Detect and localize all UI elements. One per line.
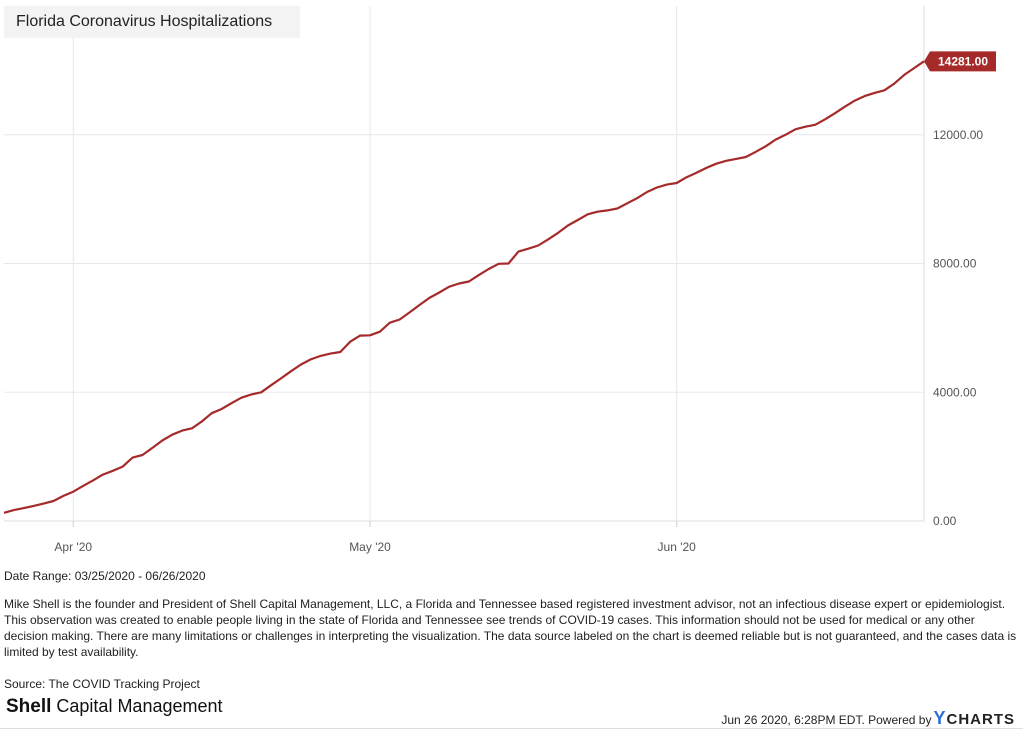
footer-attribution: Jun 26 2020, 6:28PM EDT. Powered by YCHA… xyxy=(721,708,1015,729)
last-value-label-group: 14281.00 xyxy=(924,51,996,72)
x-tick-label: May '20 xyxy=(349,540,391,554)
date-range: Date Range: 03/25/2020 - 06/26/2020 xyxy=(4,569,206,583)
x-tick-label: Jun '20 xyxy=(658,540,697,554)
source-text: Source: The COVID Tracking Project xyxy=(4,677,200,691)
ycharts-logo-rest: CHARTS xyxy=(946,711,1015,728)
ycharts-logo-y: Y xyxy=(933,708,947,728)
chart-title: Florida Coronavirus Hospitalizations xyxy=(4,6,300,38)
series-line xyxy=(3,60,925,514)
y-tick-label: 12000.00 xyxy=(933,128,983,142)
brand-name-bold: Shell xyxy=(6,696,52,717)
timestamp: Jun 26 2020, 6:28PM EDT. Powered by xyxy=(721,713,932,727)
y-tick-label: 0.00 xyxy=(933,514,957,528)
bottom-divider xyxy=(0,728,1023,729)
axes: 0.00 4000.00 8000.00 12000.00 Apr '20 May '20… xyxy=(54,128,983,554)
last-value-label: 14281.00 xyxy=(938,54,988,68)
ycharts-logo[interactable]: YCHARTS xyxy=(933,708,1015,729)
chart: 0.00 4000.00 8000.00 12000.00 Apr '20 May '20… xyxy=(3,6,996,554)
last-value-badge xyxy=(924,51,996,72)
y-tick-label: 8000.00 xyxy=(933,257,977,271)
x-tick-label: Apr '20 xyxy=(54,540,92,554)
series-layer xyxy=(3,60,925,514)
brand-name-rest: Capital Management xyxy=(51,696,223,716)
grid xyxy=(4,6,925,527)
brand-logo: Shell Capital Management xyxy=(6,696,223,718)
y-tick-label: 4000.00 xyxy=(933,385,977,399)
disclaimer-text: Mike Shell is the founder and President … xyxy=(4,597,1017,659)
